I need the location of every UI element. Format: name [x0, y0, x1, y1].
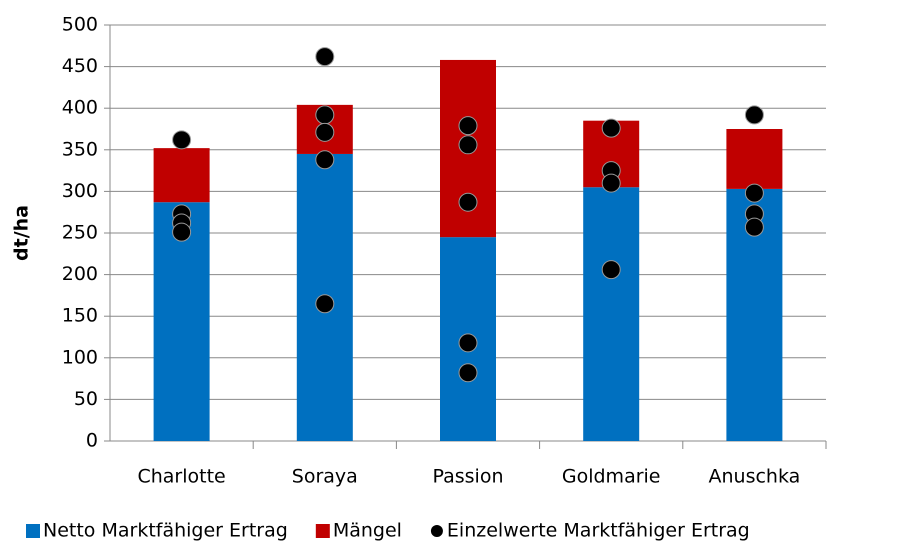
data-point [315, 47, 335, 67]
x-tick-label: Charlotte [137, 466, 225, 488]
y-tick-label: 200 [62, 263, 98, 285]
data-point [458, 116, 478, 136]
bar-segment [153, 202, 210, 441]
data-point [744, 217, 764, 237]
bar-segment [583, 187, 640, 441]
legend-swatch [315, 524, 330, 538]
data-point [315, 150, 335, 170]
legend-label: Netto Marktfähiger Ertrag [43, 520, 288, 542]
data-point [601, 260, 621, 280]
y-tick-label: 500 [62, 14, 98, 36]
bar-segment [726, 129, 783, 189]
data-point [315, 294, 335, 314]
y-tick-label: 450 [62, 55, 98, 77]
y-axis-label: dt/ha [11, 205, 33, 261]
data-point [315, 105, 335, 125]
data-point [172, 222, 192, 242]
y-tick-label: 100 [62, 346, 98, 368]
y-tick-label: 300 [62, 180, 98, 202]
y-tick-label: 150 [62, 305, 98, 327]
x-tick-label: Anuschka [709, 466, 801, 488]
data-point [744, 183, 764, 203]
data-point [601, 118, 621, 138]
x-tick-label: Soraya [292, 466, 358, 488]
y-tick-label: 400 [62, 97, 98, 119]
legend-swatch [26, 524, 40, 538]
data-point [744, 105, 764, 125]
legend-marker [430, 525, 443, 537]
data-point [458, 192, 478, 212]
data-point [172, 130, 192, 150]
x-tick-label: Passion [433, 466, 504, 488]
data-point [458, 135, 478, 155]
legend-label: Mängel [333, 520, 402, 542]
y-tick-label: 350 [62, 138, 98, 160]
data-point [315, 122, 335, 142]
x-tick-label: Goldmarie [562, 466, 661, 488]
data-point [458, 363, 478, 383]
y-tick-label: 250 [62, 222, 98, 244]
y-tick-label: 0 [86, 430, 98, 452]
bar-segment [153, 148, 210, 203]
data-point [601, 173, 621, 193]
y-tick-label: 50 [74, 388, 98, 410]
legend-label: Einzelwerte Marktfähiger Ertrag [447, 520, 750, 542]
data-point [458, 333, 478, 353]
